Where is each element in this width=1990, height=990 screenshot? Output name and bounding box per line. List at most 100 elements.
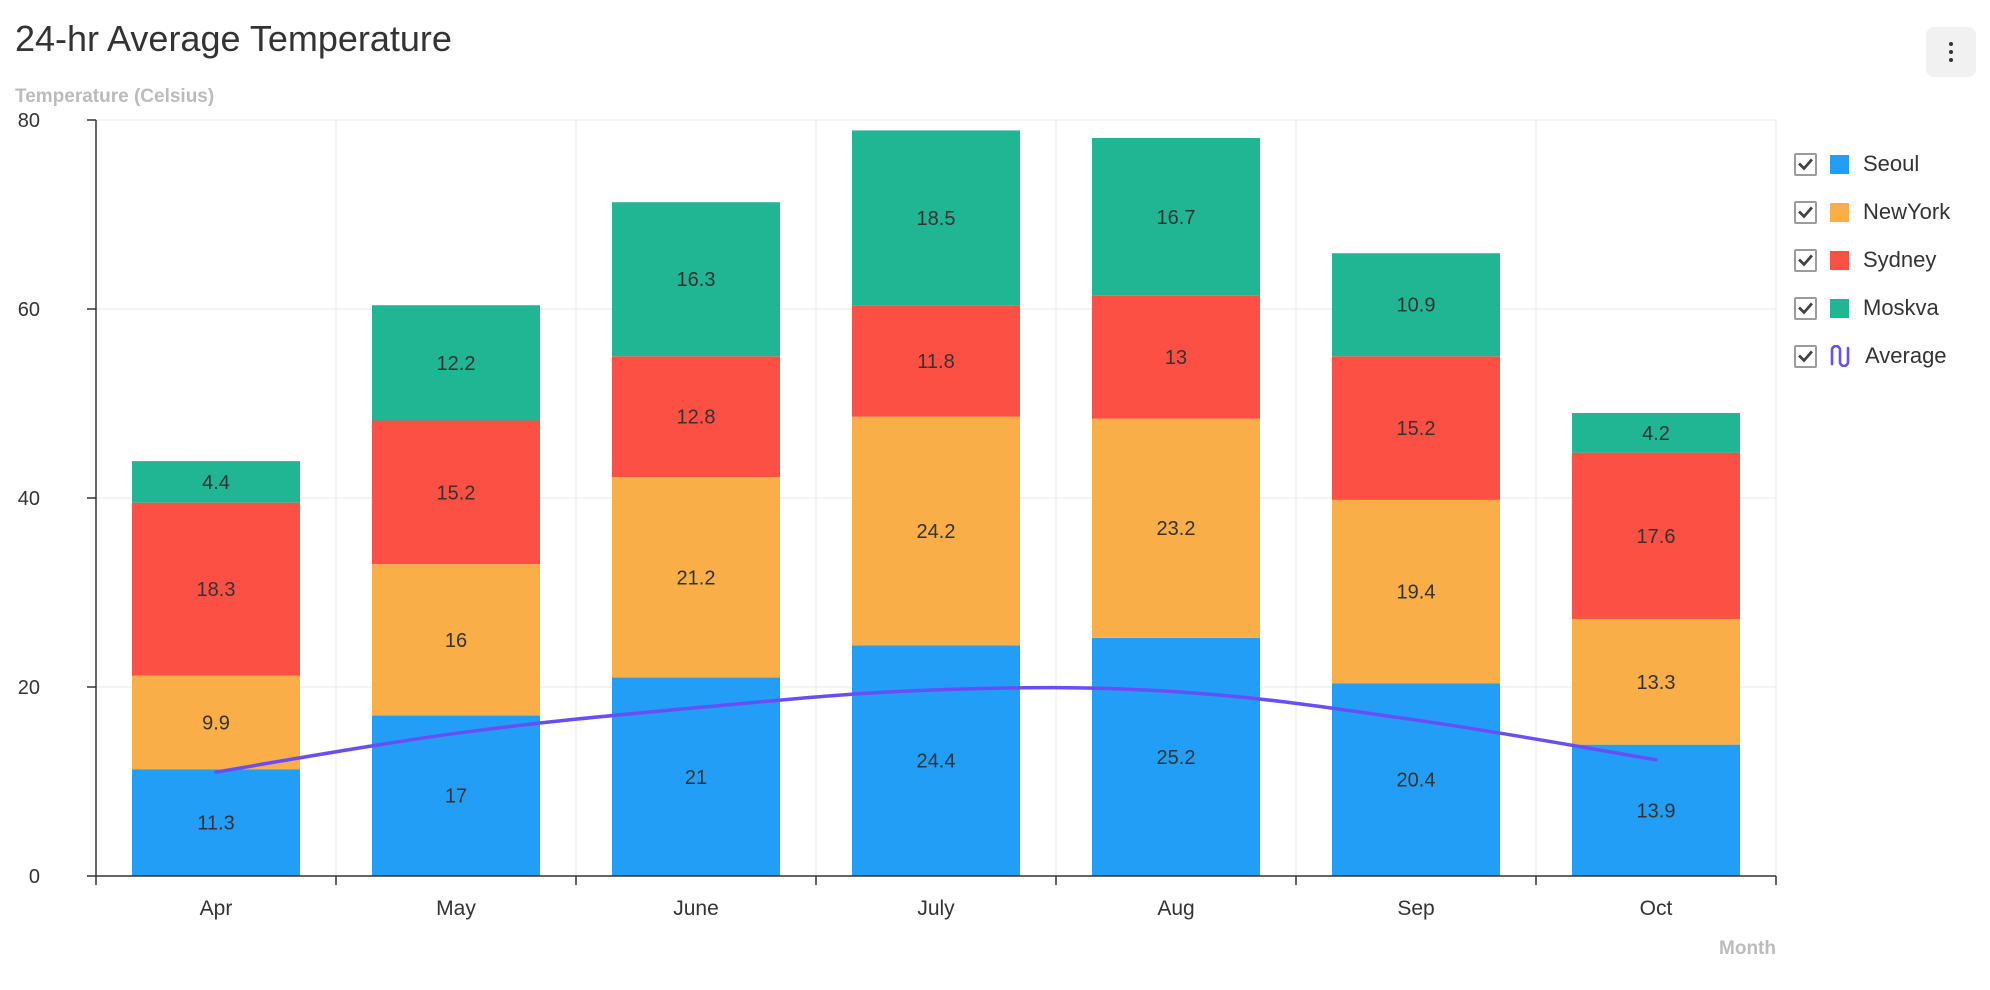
- data-label: 18.5: [917, 208, 956, 230]
- x-tick-label: Sep: [1397, 897, 1434, 920]
- legend-swatch-sydney: [1830, 250, 1849, 270]
- data-label: 15.2: [437, 482, 476, 504]
- x-tick-label: May: [436, 897, 476, 920]
- legend-swatch-moskva: [1830, 298, 1849, 318]
- y-tick-label: 40: [18, 488, 40, 510]
- bar-moskva-june: [612, 202, 780, 357]
- legend-item-average[interactable]: Average: [1794, 332, 1984, 380]
- x-tick-label: Aug: [1157, 897, 1194, 920]
- data-label: 16.3: [677, 269, 716, 291]
- legend-label: NewYork: [1863, 199, 1951, 224]
- data-label: 12.2: [437, 353, 476, 375]
- y-tick-label: 80: [18, 110, 40, 132]
- bar-moskva-aug: [1092, 137, 1260, 296]
- data-label: 11.3: [197, 813, 234, 835]
- data-label: 21: [685, 767, 707, 789]
- legend-item-newyork[interactable]: NewYork: [1794, 188, 1984, 236]
- bar-sydney-oct: [1572, 452, 1740, 619]
- legend-checkbox[interactable]: [1794, 296, 1817, 320]
- legend-label: Moskva: [1863, 295, 1939, 320]
- bar-moskva-oct: [1572, 412, 1740, 453]
- y-tick-label: 0: [29, 866, 40, 888]
- bar-newyork-oct: [1572, 618, 1740, 745]
- x-tick-label: July: [917, 897, 955, 920]
- bar-newyork-apr: [132, 675, 300, 770]
- data-label: 16: [445, 630, 467, 652]
- bar-sydney-june: [612, 356, 780, 478]
- bar-sydney-aug: [1092, 295, 1260, 419]
- chart-title: 24-hr Average Temperature: [15, 18, 452, 59]
- more-menu-button[interactable]: [1926, 27, 1976, 77]
- y-tick-label: 60: [18, 299, 40, 321]
- data-label: 13.3: [1637, 672, 1676, 694]
- legend-checkbox[interactable]: [1794, 152, 1817, 176]
- bar-newyork-july: [852, 416, 1020, 646]
- legend-item-moskva[interactable]: Moskva: [1794, 284, 1984, 332]
- data-label: 15.2: [1397, 418, 1436, 440]
- data-label: 23.2: [1157, 518, 1196, 540]
- x-tick-label: Oct: [1640, 897, 1673, 920]
- data-label: 4.2: [1642, 423, 1670, 445]
- data-label: 12.8: [677, 407, 716, 429]
- legend-swatch-newyork: [1830, 202, 1849, 222]
- bar-seoul-oct: [1572, 744, 1740, 876]
- bar-seoul-apr: [132, 769, 300, 876]
- data-label: 18.3: [197, 579, 236, 601]
- data-label: 21.2: [677, 567, 716, 589]
- data-label: 13: [1165, 347, 1187, 369]
- check-icon: [1798, 206, 1813, 219]
- bar-newyork-aug: [1092, 418, 1260, 638]
- data-label: 20.4: [1397, 770, 1436, 792]
- legend-checkbox[interactable]: [1794, 248, 1817, 272]
- line-series-icon: [1829, 345, 1851, 367]
- legend-item-seoul[interactable]: Seoul: [1794, 140, 1984, 188]
- chart-legend: Seoul NewYork Sydney Moskva Average: [1794, 140, 1984, 380]
- data-label: 4.4: [202, 472, 230, 494]
- bar-sydney-apr: [132, 502, 300, 676]
- bar-moskva-may: [372, 305, 540, 421]
- legend-label: Sydney: [1863, 247, 1937, 272]
- check-icon: [1798, 302, 1813, 315]
- data-label: 25.2: [1157, 747, 1196, 769]
- data-label: 17.6: [1637, 526, 1676, 548]
- bar-moskva-apr: [132, 461, 300, 503]
- bar-newyork-june: [612, 477, 780, 678]
- data-label: 16.7: [1157, 207, 1196, 229]
- bar-sydney-sep: [1332, 356, 1500, 500]
- legend-label: Seoul: [1863, 151, 1920, 176]
- data-label: 13.9: [1637, 800, 1676, 822]
- check-icon: [1798, 158, 1813, 171]
- data-label: 11.8: [917, 351, 954, 373]
- x-tick-label: June: [673, 897, 719, 920]
- data-label: 17: [445, 786, 467, 808]
- x-tick-label: Apr: [200, 897, 233, 920]
- y-tick-label: 20: [18, 677, 40, 699]
- data-label: 24.2: [917, 521, 956, 543]
- data-label: 10.9: [1397, 295, 1436, 317]
- check-icon: [1798, 254, 1813, 267]
- data-label: 9.9: [202, 712, 230, 734]
- check-icon: [1798, 350, 1813, 363]
- legend-swatch-seoul: [1830, 154, 1849, 174]
- bar-moskva-july: [852, 130, 1020, 306]
- legend-checkbox[interactable]: [1794, 344, 1817, 368]
- more-vertical-icon: [1949, 42, 1953, 62]
- legend-checkbox[interactable]: [1794, 200, 1817, 224]
- bar-moskva-sep: [1332, 253, 1500, 357]
- bar-newyork-may: [372, 564, 540, 716]
- bar-sydney-july: [852, 305, 1020, 417]
- data-label: 24.4: [917, 751, 956, 773]
- x-axis-label: Month: [1719, 938, 1776, 959]
- bar-seoul-july: [852, 645, 1020, 876]
- bar-sydney-may: [372, 420, 540, 565]
- bar-seoul-sep: [1332, 683, 1500, 876]
- bar-seoul-aug: [1092, 637, 1260, 876]
- legend-label: Average: [1865, 343, 1947, 368]
- data-label: 19.4: [1397, 582, 1436, 604]
- legend-item-sydney[interactable]: Sydney: [1794, 236, 1984, 284]
- bar-seoul-june: [612, 677, 780, 876]
- y-axis-label: Temperature (Celsius): [15, 86, 214, 107]
- bar-newyork-sep: [1332, 499, 1500, 684]
